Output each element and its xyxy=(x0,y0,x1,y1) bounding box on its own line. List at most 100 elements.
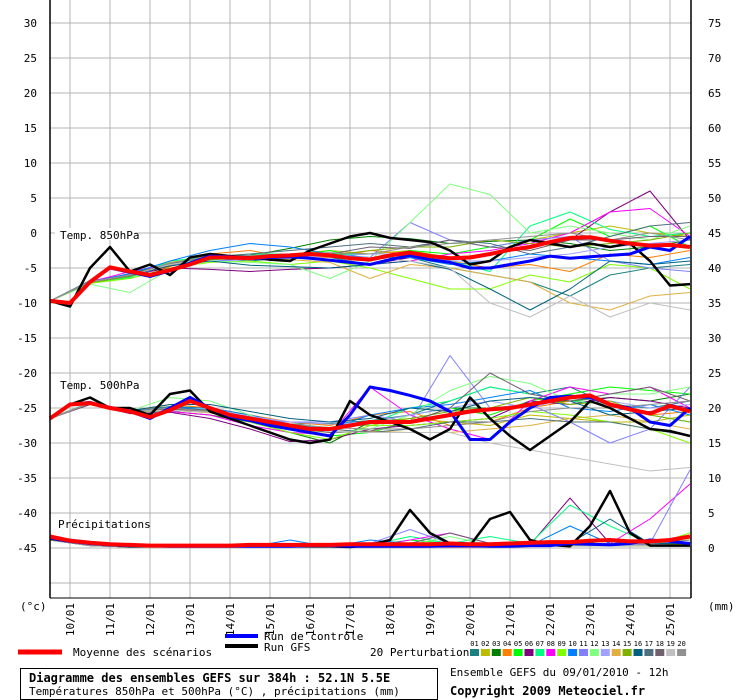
perturbation-swatch-14 xyxy=(611,649,621,656)
series-layer xyxy=(48,183,691,549)
panel-label-t850: Temp. 850hPa xyxy=(60,229,139,242)
perturbation-swatch-09 xyxy=(557,649,567,656)
perturbation-number: 06 xyxy=(525,640,533,648)
perturbation-swatch-10 xyxy=(568,649,578,656)
right-tick-label: 10 xyxy=(708,472,721,485)
precip-perturbation-11 xyxy=(49,469,691,548)
perturbation-legend: 01 02 03 04 05 06 07 08 09 10 11 12 13 14 15 16 17 18 19 20 xyxy=(470,640,687,656)
perturbation-swatch-16 xyxy=(633,649,643,656)
perturbation-number: 14 xyxy=(612,640,620,648)
perturbation-swatch-07 xyxy=(535,649,545,656)
perturbation-swatch-12 xyxy=(589,649,599,656)
left-tick-label: 25 xyxy=(24,52,37,65)
left-tick-label: -10 xyxy=(17,297,37,310)
left-tick-label: 5 xyxy=(30,192,37,205)
right-axis-unit: (mm) xyxy=(708,600,735,613)
right-tick-label: 70 xyxy=(708,52,721,65)
x-tick-label: 15/01 xyxy=(264,603,277,636)
perturbation-number: 16 xyxy=(634,640,642,648)
x-tick-label: 17/01 xyxy=(344,603,357,636)
perturbation-number: 11 xyxy=(579,640,587,648)
precip-perturbation-08 xyxy=(49,483,691,548)
t500-perturbation-19 xyxy=(49,402,691,472)
copyright: Copyright 2009 Meteociel.fr xyxy=(450,684,645,698)
perturbation-number: 08 xyxy=(547,640,555,648)
x-tick-label: 12/01 xyxy=(144,603,157,636)
legend-gfs-label: Run GFS xyxy=(264,641,310,654)
perturbation-number: 04 xyxy=(503,640,511,648)
perturbation-number: 02 xyxy=(481,640,489,648)
x-tick-label: 25/01 xyxy=(664,603,677,636)
t850-perturbation-06 xyxy=(49,190,691,302)
x-tick-label: 23/01 xyxy=(584,603,597,636)
perturbation-swatch-19 xyxy=(666,649,676,656)
x-tick-label: 18/01 xyxy=(384,603,397,636)
perturbation-swatch-11 xyxy=(579,649,588,656)
perturbation-number: 15 xyxy=(623,640,631,648)
perturbation-number: 05 xyxy=(514,640,522,648)
perturbation-number: 03 xyxy=(492,640,500,648)
right-tick-label: 45 xyxy=(708,227,721,240)
right-tick-label: 15 xyxy=(708,437,721,450)
right-tick-label: 20 xyxy=(708,402,721,415)
left-tick-label: -20 xyxy=(17,367,37,380)
left-tick-label: -30 xyxy=(17,437,37,450)
x-tick-label: 11/01 xyxy=(104,603,117,636)
perturbation-number: 19 xyxy=(666,640,674,648)
left-tick-label: -45 xyxy=(17,542,37,555)
perturbation-swatch-05 xyxy=(513,649,523,656)
panel-label-t500: Temp. 500hPa xyxy=(60,379,139,392)
left-tick-label: -5 xyxy=(24,262,37,275)
left-tick-label: -35 xyxy=(17,472,37,485)
right-tick-label: 30 xyxy=(708,332,721,345)
perturbation-swatch-17 xyxy=(644,649,654,656)
left-tick-label: 20 xyxy=(24,87,37,100)
right-tick-label: 60 xyxy=(708,122,721,135)
left-tick-label: 15 xyxy=(24,122,37,135)
perturbation-number: 20 xyxy=(677,640,685,648)
t850-ensemble-mean xyxy=(49,235,691,305)
left-axis-ticks: 30 25 20 15 10 5 0 -5 -10 -15 -20 -25 -30 -35 -40 -45 xyxy=(17,17,37,555)
chart-subtitle: Températures 850hPa et 500hPa (°C) , pré… xyxy=(29,685,400,698)
perturbation-number: 12 xyxy=(590,640,598,648)
x-tick-label: 21/01 xyxy=(504,603,517,636)
right-tick-label: 75 xyxy=(708,17,721,30)
legend-control-label: Run de contrôle xyxy=(264,630,363,643)
right-tick-label: 25 xyxy=(708,367,721,380)
perturbation-swatch-20 xyxy=(677,649,687,656)
legend-mean-label: Moyenne des scénarios xyxy=(73,646,212,659)
left-tick-label: -25 xyxy=(17,402,37,415)
x-tick-label: 14/01 xyxy=(224,603,237,636)
perturbation-swatch-02 xyxy=(480,649,490,656)
perturbation-number: 18 xyxy=(656,640,664,648)
x-axis-ticks: 10/01 11/01 12/01 13/01 14/01 15/01 16/01 17/01… xyxy=(64,603,677,636)
right-tick-label: 35 xyxy=(708,297,721,310)
x-tick-label: 20/01 xyxy=(464,603,477,636)
perturbation-swatch-08 xyxy=(546,649,556,656)
run-info: Ensemble GEFS du 09/01/2010 - 12h xyxy=(450,666,669,679)
perturbation-swatch-01 xyxy=(470,649,479,656)
chart-title: Diagramme des ensembles GEFS sur 384h : … xyxy=(29,671,390,685)
x-tick-label: 16/01 xyxy=(304,603,317,636)
perturbation-swatch-04 xyxy=(502,649,512,656)
left-tick-label: 10 xyxy=(24,157,37,170)
perturbation-swatch-13 xyxy=(600,649,610,656)
panel-label-precip: Précipitations xyxy=(58,518,151,531)
perturbation-swatch-18 xyxy=(655,649,665,656)
left-tick-label: 30 xyxy=(24,17,37,30)
legend-perturbations-label: 20 Perturbations xyxy=(370,646,476,659)
perturbation-number: 13 xyxy=(601,640,609,648)
right-tick-label: 50 xyxy=(708,192,721,205)
t500-ensemble-mean xyxy=(48,393,691,431)
right-tick-label: 65 xyxy=(708,87,721,100)
grid xyxy=(50,0,691,598)
perturbation-number: 09 xyxy=(557,640,565,648)
x-tick-label: 24/01 xyxy=(624,603,637,636)
perturbation-swatch-15 xyxy=(622,649,632,656)
x-tick-label: 19/01 xyxy=(424,603,437,636)
x-tick-label: 13/01 xyxy=(184,603,197,636)
t500-gfs-run xyxy=(49,389,691,452)
perturbation-number: 10 xyxy=(568,640,576,648)
